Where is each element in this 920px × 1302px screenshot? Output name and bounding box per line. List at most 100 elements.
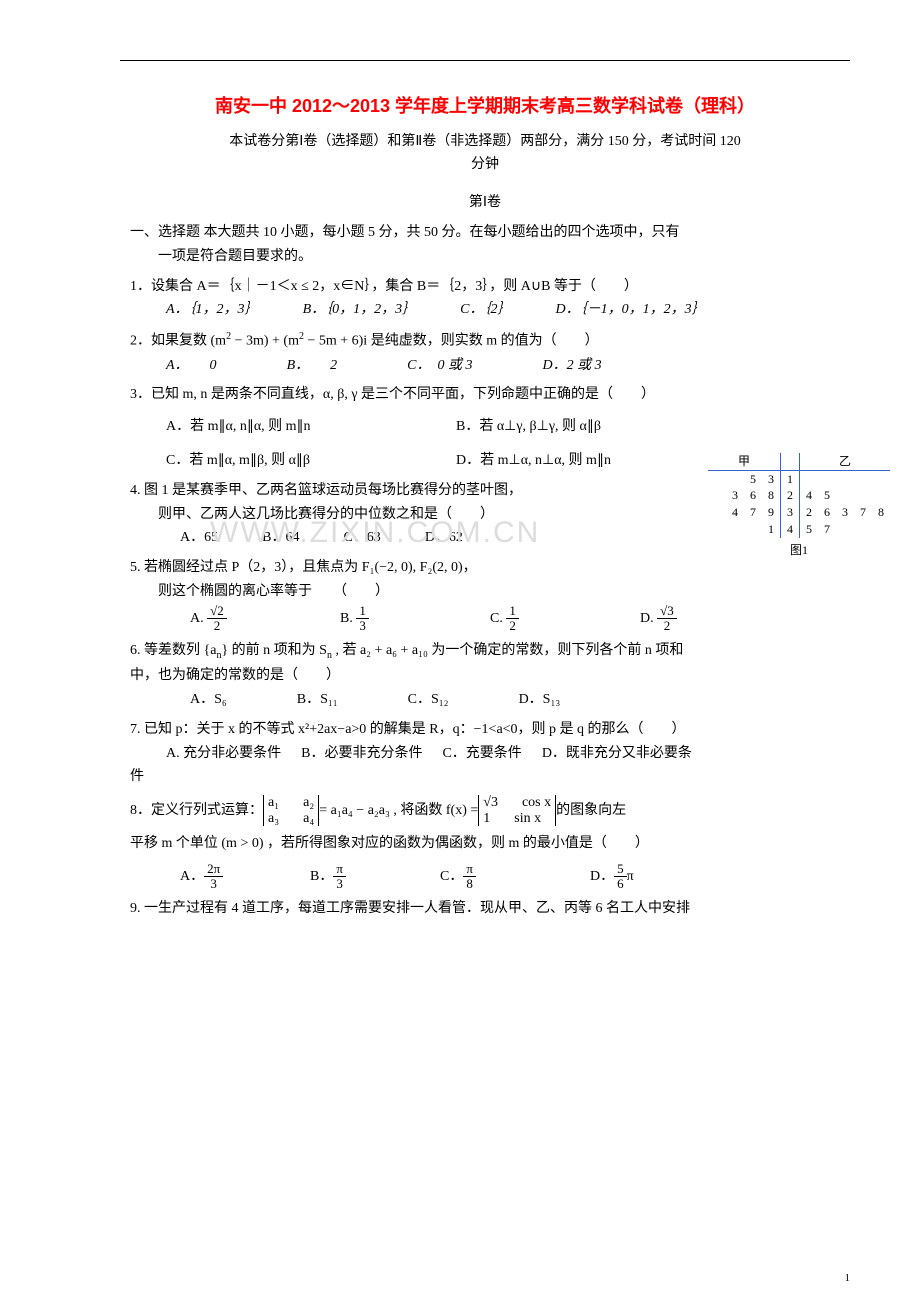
stem-leaf-plot: 甲 乙 531 368245 479326378 1457 图1 — [708, 453, 890, 559]
q3-optA: A．若 m∥α, n∥α, 则 m∥n — [166, 415, 456, 439]
q2-mid2: − 5m + 6)i 是纯虚数，则实数 m 的值为（ ） — [304, 334, 599, 349]
question-2: 2．如果复数 (m2 − 3m) + (m2 − 5m + 6)i 是纯虚数，则… — [130, 328, 840, 377]
q5-A-num: √2 — [207, 604, 227, 619]
q8-A-den: 3 — [204, 877, 223, 891]
q6-mid2: , 若 a₂ + a₆ + a₁₀ 为一个确定的常数，则下列各个前 n 项和 — [332, 643, 683, 658]
q1-optC: C．｛2｝ — [460, 298, 511, 322]
q8-d1-12: a₂ — [303, 795, 314, 810]
q8-D-num: 5 — [614, 862, 627, 877]
sl-r1-l0: 3 — [726, 487, 744, 504]
q1-optB: B．｛0，1，2，3｝ — [303, 298, 417, 322]
q8-A-num: 2π — [204, 862, 223, 877]
part-label: 第Ⅰ卷 — [130, 191, 840, 215]
q8-C-num: π — [463, 862, 476, 877]
sl-r1-stem: 2 — [781, 487, 800, 504]
section1-l2: 一项是符合题目要求的。 — [130, 249, 312, 264]
q9-stem: 9. 一生产过程有 4 道工序，每道工序需要安排一人看管．现从甲、乙、丙等 6 … — [130, 897, 840, 921]
sl-r1-r1: 5 — [818, 487, 836, 504]
q8-pre: 8．定义行列式运算： — [130, 799, 263, 823]
q4-optB: B．64 — [262, 526, 299, 550]
q2-optC: C． 0 或 3 — [407, 354, 472, 378]
question-9: 9. 一生产过程有 4 道工序，每道工序需要安排一人看管．现从甲、乙、丙等 6 … — [130, 897, 840, 921]
sl-r3-r0: 5 — [800, 521, 819, 538]
q3-optC: C．若 m∥α, m∥β, 则 α∥β — [166, 449, 456, 473]
sl-r2-r3: 7 — [854, 504, 872, 521]
q2-pre: 2．如果复数 (m — [130, 334, 226, 349]
q4-optC: C．63 — [343, 526, 380, 550]
sl-r2-r1: 6 — [818, 504, 836, 521]
q8-d1-21: a₃ — [268, 811, 279, 826]
section1-heading: 一、选择题 本大题共 10 小题，每小题 5 分，共 50 分。在每小题给出的四… — [130, 221, 840, 269]
subtitle-line2: 分钟 — [471, 157, 499, 172]
q8-d1-11: a₁ — [268, 795, 279, 810]
q5-C-den: 2 — [506, 619, 519, 633]
question-6: 6. 等差数列 {an} 的前 n 项和为 Sn , 若 a₂ + a₆ + a… — [130, 639, 840, 711]
sl-r0-l2: 5 — [744, 470, 762, 487]
q8-post: 的图象向左 — [556, 799, 626, 823]
sl-r2-stem: 3 — [781, 504, 800, 521]
q7-optB: B．必要非充分条件 — [301, 742, 422, 766]
q7-optA: A. 充分非必要条件 — [166, 742, 281, 766]
q2-optA: A． 0 — [166, 354, 217, 378]
page-number: 1 — [845, 1269, 851, 1288]
sl-r1-l2: 8 — [762, 487, 781, 504]
q8-l1: 8．定义行列式运算： a₁ a₂ a₃ a₄ = a₁a₄ − a₂a₃ , 将函数… — [130, 795, 840, 826]
q8-det2: √3 cos x 1 sin x — [478, 795, 556, 826]
q8-d2-22: sin x — [514, 811, 541, 826]
q5-D-den: 2 — [657, 619, 677, 633]
q8-C-den: 8 — [463, 877, 476, 891]
q8-optB: B．π3 — [310, 862, 440, 892]
q8-B-den: 3 — [333, 877, 346, 891]
q5-B-num: 1 — [356, 604, 369, 619]
q2-mid1: − 3m) + (m — [231, 334, 299, 349]
q5-C-num: 1 — [506, 604, 519, 619]
sl-r3-r1: 7 — [818, 521, 836, 538]
sl-r1-l1: 6 — [744, 487, 762, 504]
q1-optD: D．｛－1，0，1，2，3｝ — [555, 298, 705, 322]
question-7: 7. 已知 p：关于 x 的不等式 x²+2ax−a>0 的解集是 R，q：−1… — [130, 718, 840, 789]
q5-optD: D. √32 — [640, 604, 677, 634]
q8-optA: A．2π3 — [180, 862, 310, 892]
sl-r2-l2: 9 — [762, 504, 781, 521]
q8-B-num: π — [333, 862, 346, 877]
q6-l2: 中，也为确定的常数的是（ ） — [130, 664, 840, 688]
q5-optA: A. √22 — [190, 604, 340, 634]
q8-l2: 平移 m 个单位 (m > 0) ，若所得图象对应的函数为偶函数，则 m 的最小… — [130, 832, 840, 856]
q5-D-num: √3 — [657, 604, 677, 619]
q1-options: A．｛1，2，3｝ B．｛0，1，2，3｝ C．｛2｝ D．｛－1，0，1，2，… — [130, 298, 840, 322]
q5-B-den: 3 — [356, 619, 369, 633]
q8-d2-21: 1 — [483, 811, 490, 826]
q8-optC: C．π8 — [440, 862, 590, 892]
sl-r0-l3: 3 — [762, 470, 781, 487]
question-8: 8．定义行列式运算： a₁ a₂ a₃ a₄ = a₁a₄ − a₂a₃ , 将函数… — [130, 795, 840, 891]
q3-stem: 3．已知 m, n 是两条不同直线，α, β, γ 是三个不同平面，下列命题中正… — [130, 383, 840, 407]
q3-optD: D．若 m⊥α, n⊥α, 则 m∥n — [456, 449, 611, 473]
q6-optA: A．S₆ — [190, 688, 227, 712]
q5-optC: C. 12 — [490, 604, 640, 634]
q5-optB: B. 13 — [340, 604, 490, 634]
sl-r2-r4: 8 — [872, 504, 890, 521]
q8-mid1: = a₁a₄ − a₂a₃ , 将函数 f(x) = — [319, 799, 478, 823]
q6-optC: C．S₁₂ — [408, 688, 449, 712]
q5-A-den: 2 — [207, 619, 227, 633]
sl-r2-r2: 3 — [836, 504, 854, 521]
q2-optD: D．2 或 3 — [542, 354, 601, 378]
exam-subtitle: 本试卷分第Ⅰ卷（选择题）和第Ⅱ卷（非选择题）两部分，满分 150 分，考试时间 … — [130, 130, 840, 178]
q7-optC: C．充要条件 — [442, 742, 521, 766]
q8-d2-11: √3 — [483, 795, 498, 810]
q8-det1: a₁ a₂ a₃ a₄ — [263, 795, 319, 826]
sl-r2-l0: 4 — [726, 504, 744, 521]
sl-r3-stem: 4 — [781, 521, 800, 538]
q2-optB: B． 2 — [287, 354, 338, 378]
subtitle-line1: 本试卷分第Ⅰ卷（选择题）和第Ⅱ卷（非选择题）两部分，满分 150 分，考试时间 … — [229, 134, 741, 149]
q8-optD: D．56π — [590, 862, 634, 892]
q5-l2: 则这个椭圆的离心率等于 （ ） — [130, 580, 840, 604]
question-1: 1．设集合 A＝｛x｜－1＜x ≤ 2，x∈N｝，集合 B＝｛2，3｝，则 A∪… — [130, 275, 840, 323]
q8-D-post: π — [627, 869, 634, 884]
sl-r1-r0: 4 — [800, 487, 819, 504]
q8-d2-12: cos x — [522, 795, 551, 810]
q8-d1-22: a₄ — [303, 811, 314, 826]
sl-header-left: 甲 — [708, 453, 781, 470]
q3-optB: B．若 α⊥γ, β⊥γ, 则 α∥β — [456, 415, 601, 439]
question-4: WWW.ZIXIN.COM.CN 4. 图 1 是某赛季甲、乙两名篮球运动员每场… — [130, 479, 840, 550]
